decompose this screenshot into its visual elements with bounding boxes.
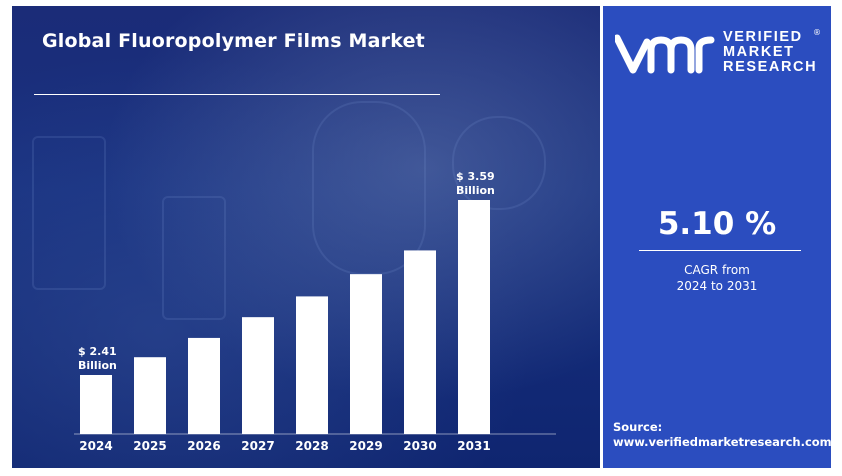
source-note: Source: www.verifiedmarketresearch.com [613, 420, 832, 450]
background-glassware-decoration [162, 196, 226, 320]
brand-line-market: MARKET [723, 44, 795, 60]
bar-2026 [188, 337, 220, 434]
brand-line-verified: VERIFIED [723, 29, 803, 45]
x-tick-2024: 2024 [79, 439, 112, 453]
bar-2025 [134, 357, 166, 434]
bar-2029 [350, 274, 382, 434]
chart-title: Global Fluoropolymer Films Market [42, 30, 425, 52]
chart-panel: Global Fluoropolymer Films Market 2024 20… [12, 6, 600, 468]
summary-panel: VERIFIED MARKET RESEARCH ® 5.10 % CAGR f… [603, 6, 832, 468]
background-figure-decoration [312, 101, 426, 275]
data-label-2031: $ 3.59 Billion [456, 170, 495, 197]
background-glassware-decoration [32, 136, 106, 290]
brand-line-research: RESEARCH [723, 59, 818, 75]
x-tick-2027: 2027 [241, 439, 274, 453]
x-tick-2028: 2028 [295, 439, 328, 453]
bar-2030 [404, 250, 436, 434]
bar-2024 [80, 375, 112, 434]
x-tick-2029: 2029 [349, 439, 382, 453]
source-label: Source: [613, 420, 663, 434]
cagr-label-line2: 2024 to 2031 [676, 279, 758, 293]
data-label-2024: $ 2.41 Billion [78, 345, 117, 372]
vmr-logo-icon [615, 34, 715, 74]
bar-chart: 2024 2025 2026 2027 2028 2029 2030 2031 $ 2.41 B… [74, 170, 556, 453]
cagr-value: 5.10 % [657, 206, 777, 242]
cagr-label: CAGR from 2024 to 2031 [603, 262, 831, 294]
bar-2031 [458, 200, 490, 434]
bar-2027 [242, 317, 274, 434]
x-tick-2025: 2025 [133, 439, 166, 453]
title-divider [34, 94, 440, 95]
data-labels: $ 2.41 Billion $ 3.59 Billion [78, 170, 495, 372]
cagr-label-line1: CAGR from [684, 263, 750, 277]
x-tick-2026: 2026 [187, 439, 220, 453]
cagr-divider [639, 250, 801, 251]
bar-2028 [296, 296, 328, 434]
registered-mark: ® [813, 28, 821, 37]
x-tick-2031: 2031 [457, 439, 490, 453]
x-tick-2030: 2030 [403, 439, 436, 453]
brand-logo: VERIFIED MARKET RESEARCH ® [615, 28, 825, 88]
brand-name: VERIFIED MARKET RESEARCH [723, 30, 817, 75]
bars-group [80, 200, 490, 434]
x-tick-labels: 2024 2025 2026 2027 2028 2029 2030 2031 [79, 439, 490, 453]
background-figure-decoration [452, 116, 546, 210]
source-url[interactable]: www.verifiedmarketresearch.com [613, 435, 832, 449]
